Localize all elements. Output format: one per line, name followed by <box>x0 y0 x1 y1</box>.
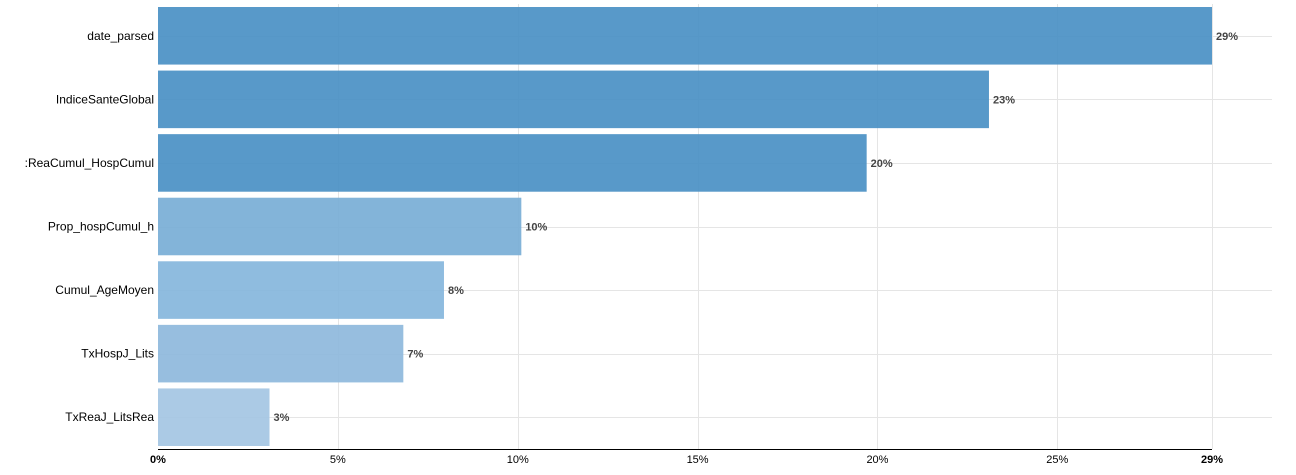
value-label: 8% <box>448 285 464 297</box>
bar[interactable] <box>158 197 522 256</box>
category-label: TxHospJ_Lits <box>81 347 154 361</box>
category-label: date_parsed <box>87 29 154 43</box>
x-tick-label: 25% <box>1046 454 1068 466</box>
category-label: :ReaCumul_HospCumul <box>25 156 154 170</box>
value-label: 20% <box>871 158 893 170</box>
category-label: IndiceSanteGlobal <box>56 92 154 106</box>
bar[interactable] <box>158 70 989 129</box>
category-label: TxReaJ_LitsRea <box>65 410 154 424</box>
category-label: Cumul_AgeMoyen <box>55 283 154 297</box>
labels: date_parsed 29% IndiceSanteGlobal 23% :ReaCu… <box>25 29 1239 424</box>
value-label: 10% <box>525 222 547 234</box>
value-label: 7% <box>407 349 423 361</box>
value-label: 3% <box>274 412 290 424</box>
x-tick-label: 29% <box>1201 454 1223 466</box>
bars <box>158 7 1212 446</box>
bar[interactable] <box>158 324 404 383</box>
bar[interactable] <box>158 261 444 319</box>
bar[interactable] <box>158 388 270 446</box>
x-tick-label: 20% <box>866 454 888 466</box>
bar[interactable] <box>158 7 1212 65</box>
x-tick-label: 10% <box>507 454 529 466</box>
bar[interactable] <box>158 134 867 192</box>
x-axis: 0% 5% 10% 15% 20% 25% 29% <box>150 449 1223 466</box>
value-label: 29% <box>1216 31 1238 43</box>
x-tick-label: 0% <box>150 454 166 466</box>
value-label: 23% <box>993 94 1015 106</box>
x-tick-label: 5% <box>330 454 346 466</box>
x-tick-label: 15% <box>687 454 709 466</box>
category-label: Prop_hospCumul_h <box>48 220 154 234</box>
